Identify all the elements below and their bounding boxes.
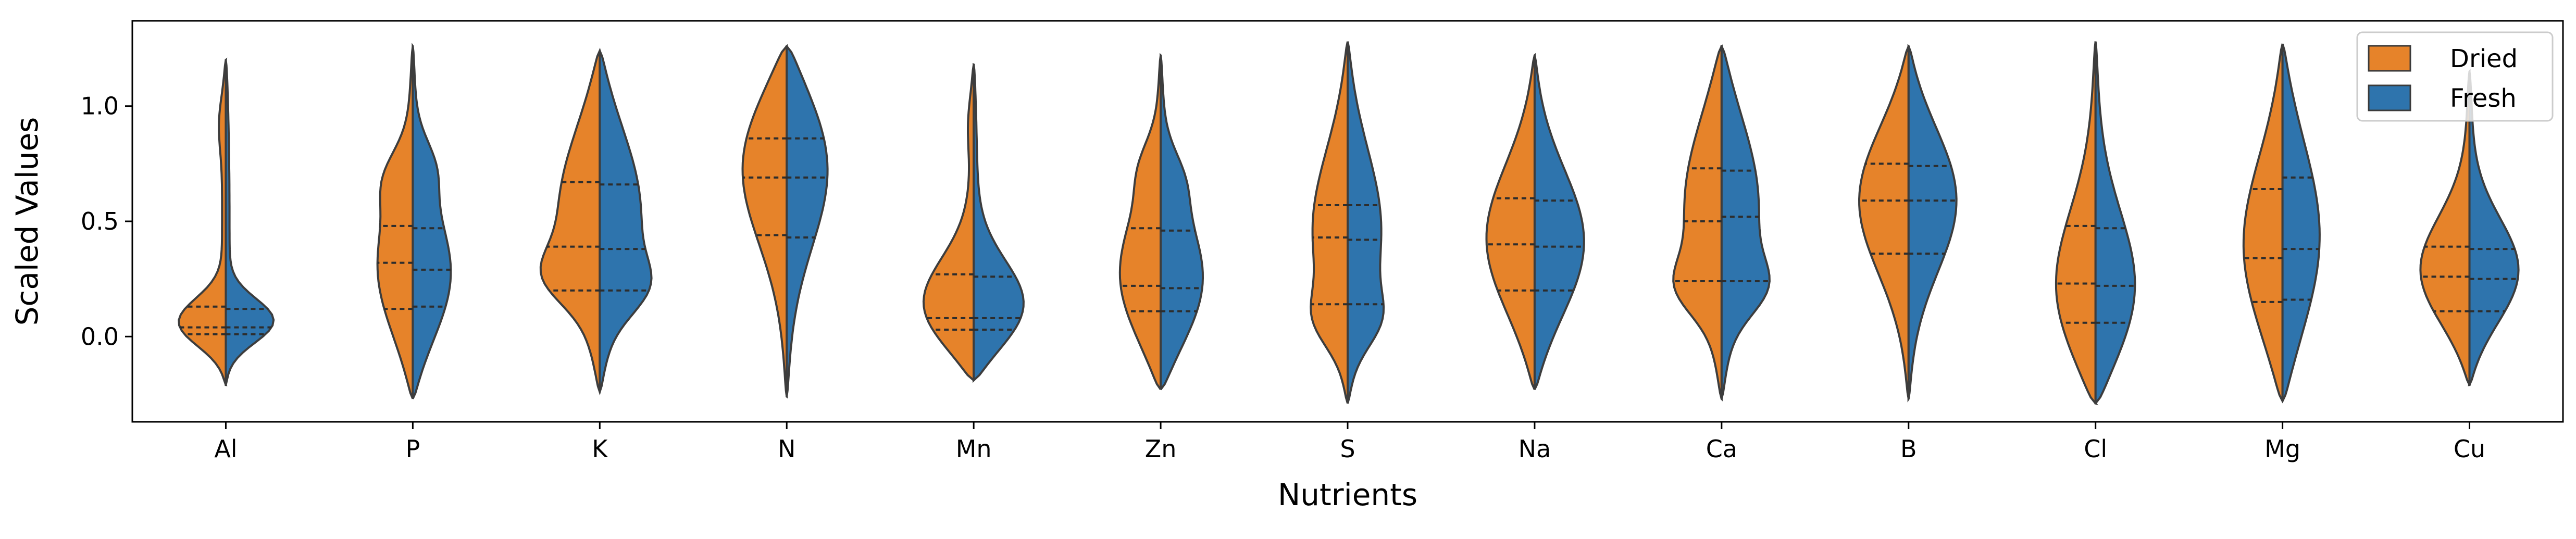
x-tick-label-mg: Mg	[2264, 435, 2300, 463]
violin-dried-k	[539, 48, 601, 395]
y-tick-label: 0.5	[81, 207, 119, 235]
violin-dried-b	[1858, 44, 1910, 403]
violin-fresh-n	[785, 44, 829, 399]
violin-dried-n	[741, 44, 788, 399]
x-tick-label-mn: Mn	[956, 435, 992, 463]
quartiles-layer	[180, 137, 2518, 335]
violin-fresh-mg	[2281, 43, 2321, 402]
violin-fresh-zn	[1160, 53, 1204, 391]
y-axis: 0.0 0.5 1.0	[81, 92, 132, 350]
violin-fresh-k	[599, 50, 653, 393]
violin-dried-cl	[2055, 41, 2098, 405]
violin-fresh-s	[1347, 41, 1385, 404]
violin-dried-p	[376, 43, 414, 399]
x-axis-label: Nutrients	[1278, 477, 1417, 512]
x-tick-label-cl: Cl	[2084, 435, 2107, 463]
x-tick-label-n: N	[778, 435, 795, 463]
legend: Dried Fresh	[2356, 31, 2554, 122]
violin-fresh-mn	[973, 63, 1025, 383]
x-tick-label-b: B	[1900, 435, 1917, 463]
x-tick-label-p: P	[406, 435, 420, 463]
x-tick-label-na: Na	[1519, 435, 1551, 463]
y-axis-label: Scaled Values	[9, 117, 45, 326]
x-tick-label-al: Al	[214, 435, 237, 463]
legend-label-fresh: Fresh	[2450, 84, 2517, 113]
violin-fresh-al	[225, 58, 275, 386]
y-tick-label: 0.0	[81, 322, 119, 350]
violin-dried-ca	[1672, 44, 1723, 402]
violin-dried-na	[1485, 53, 1536, 390]
legend-swatch-dried	[2368, 45, 2411, 72]
x-tick-label-zn: Zn	[1145, 435, 1177, 463]
violin-fresh-ca	[1720, 44, 1771, 402]
legend-label-dried: Dried	[2450, 44, 2518, 73]
violin-fresh-p	[412, 43, 452, 399]
violin-fresh-cl	[2094, 41, 2136, 405]
violin-dried-mg	[2242, 43, 2284, 404]
violin-dried-zn	[1118, 53, 1162, 391]
violin-fresh-b	[1907, 44, 1958, 403]
x-axis: Al P K N Mn Zn S Na Ca B Cl Mg Cu	[214, 422, 2485, 463]
x-tick-label-k: K	[592, 435, 608, 463]
violins-layer	[178, 41, 2520, 405]
violin-dried-s	[1310, 41, 1349, 404]
x-tick-label-cu: Cu	[2454, 435, 2485, 463]
legend-swatch-fresh	[2368, 84, 2411, 111]
violin-dried-mn	[922, 63, 976, 383]
x-tick-label-s: S	[1340, 435, 1355, 463]
y-tick-label: 1.0	[81, 92, 119, 120]
violin-dried-al	[178, 57, 228, 386]
x-tick-label-ca: Ca	[1706, 435, 1737, 463]
violin-fresh-na	[1533, 53, 1585, 390]
